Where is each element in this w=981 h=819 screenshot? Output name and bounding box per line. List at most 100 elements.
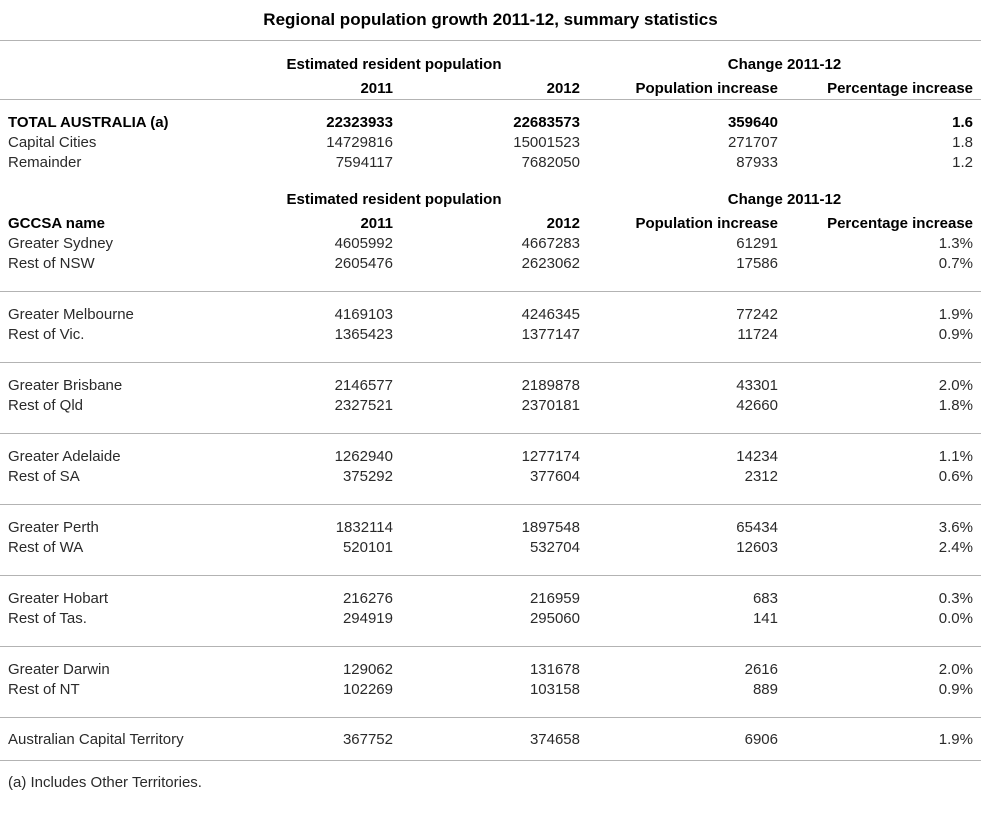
divider-line [0, 646, 981, 647]
population-increase-cell: 271707 [727, 134, 778, 151]
erp-2012-cell: 15001523 [513, 134, 580, 151]
section-divider-row [0, 575, 981, 576]
column-header-population-increase: Population increase [635, 80, 778, 97]
divider-line [0, 99, 981, 100]
table-row: Greater Sydney 4605992 4667283 61291 1.3% [0, 234, 981, 254]
erp-2012-cell: 4667283 [521, 235, 580, 252]
erp-2011-cell: 129062 [342, 661, 393, 678]
table-row: Australian Capital Territory 367752 374658… [0, 718, 981, 761]
population-increase-cell: 14234 [736, 448, 778, 465]
erp-2012-cell: 216959 [529, 590, 580, 607]
section-divider-row [0, 504, 981, 505]
percentage-increase-cell: 1.3% [938, 235, 973, 252]
percentage-increase-cell: 1.8 [952, 134, 973, 151]
column-header-percentage-increase: Percentage increase [827, 215, 973, 232]
group-header-change: Change 2011-12 [727, 191, 842, 208]
region-name-cell: TOTAL AUSTRALIA (a) [8, 114, 169, 131]
group-header-row: Estimated resident population Change 2011… [0, 190, 981, 210]
population-increase-cell: 12603 [736, 539, 778, 556]
percentage-increase-cell: 0.0% [938, 610, 973, 627]
section-divider-row [0, 362, 981, 363]
erp-2012-cell: 2623062 [521, 255, 580, 272]
erp-2011-cell: 14729816 [326, 134, 393, 151]
region-name-cell: Remainder [8, 154, 82, 171]
percentage-increase-cell: 2.0% [938, 661, 973, 678]
population-increase-cell: 683 [752, 590, 778, 607]
table-row: Rest of Tas. 294919 295060 141 0.0% [0, 609, 981, 647]
percentage-increase-cell: 0.6% [938, 468, 973, 485]
erp-2011-cell: 4605992 [334, 235, 393, 252]
population-increase-cell: 17586 [736, 255, 778, 272]
erp-2012-cell: 1277174 [521, 448, 580, 465]
erp-2011-cell: 2146577 [334, 377, 393, 394]
region-name-cell: Greater Hobart [8, 590, 109, 607]
table-row: Greater Melbourne 4169103 4246345 77242 1.9% [0, 292, 981, 325]
percentage-increase-cell: 1.6 [952, 114, 973, 131]
divider-line [0, 362, 981, 363]
population-increase-cell: 87933 [736, 154, 778, 171]
group-header-population: Estimated resident population [286, 56, 502, 73]
percentage-increase-cell: 1.8% [938, 397, 973, 414]
region-name-cell: Rest of NT [8, 681, 80, 698]
erp-2012-cell: 532704 [529, 539, 580, 556]
population-increase-cell: 65434 [736, 519, 778, 536]
erp-2012-cell: 1377147 [521, 326, 580, 343]
table-row: Remainder 7594117 7682050 87933 1.2 [0, 153, 981, 190]
population-table: Estimated resident population Change 2011… [0, 40, 981, 761]
erp-2011-cell: 2327521 [334, 397, 393, 414]
divider-line [0, 433, 981, 434]
region-name-cell: Greater Brisbane [8, 377, 123, 394]
group-header-population: Estimated resident population [286, 191, 502, 208]
table-row: Greater Hobart 216276 216959 683 0.3% [0, 576, 981, 609]
population-increase-cell: 11724 [737, 326, 778, 343]
erp-2011-cell: 294919 [342, 610, 393, 627]
erp-2012-cell: 7682050 [521, 154, 580, 171]
table-row: Capital Cities 14729816 15001523 271707 1.8 [0, 133, 981, 153]
percentage-increase-cell: 1.2 [952, 154, 973, 171]
divider-line [0, 760, 981, 761]
erp-2011-cell: 7594117 [335, 154, 393, 171]
region-name-cell: Rest of WA [8, 539, 84, 556]
divider-line [0, 291, 981, 292]
column-header-percentage-increase: Percentage increase [827, 80, 973, 97]
column-header-row: GCCSA name 2011 2012 Population increase Per… [0, 210, 981, 234]
erp-2011-cell: 520101 [342, 539, 393, 556]
column-header-2011: 2011 [360, 80, 393, 97]
region-name-cell: Rest of Vic. [8, 326, 85, 343]
column-header-population-increase: Population increase [635, 215, 778, 232]
percentage-increase-cell: 2.0% [938, 377, 973, 394]
percentage-increase-cell: 0.3% [938, 590, 973, 607]
region-name-cell: Greater Adelaide [8, 448, 121, 465]
column-header-2012: 2012 [546, 80, 580, 97]
erp-2011-cell: 1262940 [334, 448, 393, 465]
section-divider-row [0, 99, 981, 100]
divider-line [0, 575, 981, 576]
percentage-increase-cell: 0.7% [938, 255, 973, 272]
divider-line [0, 717, 981, 718]
column-header-2011: 2011 [360, 215, 393, 232]
population-increase-cell: 77242 [736, 306, 778, 323]
spacer-cell [0, 190, 200, 210]
population-increase-cell: 141 [752, 610, 778, 627]
erp-2011-cell: 1832114 [335, 519, 393, 536]
erp-2012-cell: 131678 [529, 661, 580, 678]
percentage-increase-cell: 2.4% [938, 539, 973, 556]
percentage-increase-cell: 1.9% [938, 731, 973, 748]
erp-2012-cell: 295060 [529, 610, 580, 627]
region-name-cell: Capital Cities [8, 134, 97, 151]
group-header-change: Change 2011-12 [727, 56, 842, 73]
erp-2012-cell: 4246345 [521, 306, 580, 323]
erp-2012-cell: 22683573 [513, 114, 580, 131]
spacer-cell [0, 41, 200, 75]
table-row: Greater Perth 1832114 1897548 65434 3.6% [0, 505, 981, 538]
population-increase-cell: 61291 [736, 235, 778, 252]
erp-2012-cell: 103158 [529, 681, 580, 698]
erp-2011-cell: 22323933 [326, 114, 393, 131]
section-divider-row [0, 291, 981, 292]
population-increase-cell: 359640 [727, 114, 778, 131]
population-increase-cell: 42660 [736, 397, 778, 414]
percentage-increase-cell: 1.9% [938, 306, 973, 323]
section-divider-row [0, 717, 981, 718]
column-header-row: 2011 2012 Population increase Percentage in… [0, 75, 981, 100]
percentage-increase-cell: 0.9% [938, 681, 973, 698]
